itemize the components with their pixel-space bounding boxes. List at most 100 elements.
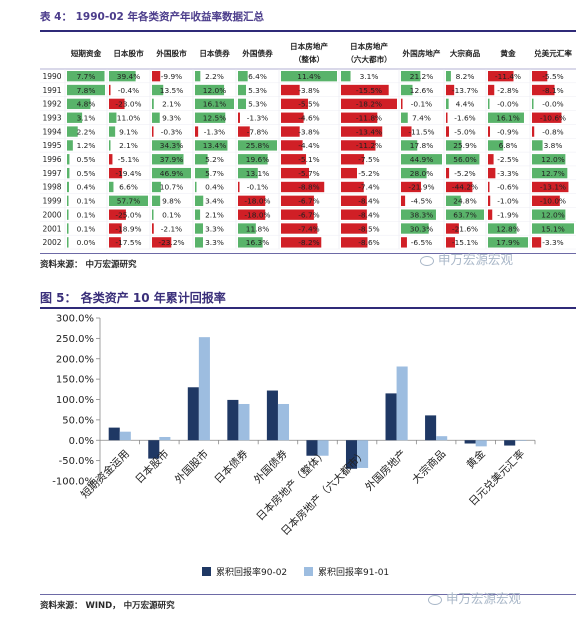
table-cell-bar bbox=[446, 167, 450, 179]
table-header-cell: 日本房地产 bbox=[350, 41, 388, 51]
watermark-bottom: 申万宏源宏观 bbox=[428, 588, 521, 607]
bar-2-6 bbox=[357, 440, 369, 468]
bar-1-6 bbox=[345, 440, 358, 469]
table-value-cell: 25.8% bbox=[246, 141, 269, 150]
table-value-cell: -8.2% bbox=[298, 238, 319, 247]
table-cell-bar bbox=[488, 154, 494, 165]
table-value-cell: 10.7% bbox=[160, 183, 183, 192]
table-value-cell: 3.4% bbox=[205, 197, 224, 206]
legend-swatch-1 bbox=[202, 567, 211, 576]
table-cell-bar bbox=[401, 195, 406, 206]
table-cell-bar bbox=[195, 140, 228, 151]
table-value-cell: -2.5% bbox=[497, 155, 518, 164]
y-tick-label: 250.0% bbox=[56, 334, 94, 345]
table-cell-bar bbox=[341, 195, 367, 206]
x-tick-label: 黄金 bbox=[464, 447, 488, 471]
table-value-cell: 7.8% bbox=[77, 86, 96, 95]
table-value-cell: 9.8% bbox=[162, 197, 181, 206]
table-value-cell: -4.5% bbox=[411, 197, 432, 206]
table-cell-bar bbox=[401, 98, 403, 110]
table-cell-bar bbox=[446, 237, 456, 248]
table-cell-bar bbox=[341, 167, 357, 179]
table-value-cell: 0.5% bbox=[77, 155, 96, 164]
table-cell-bar bbox=[152, 126, 154, 137]
table-cell-bar bbox=[238, 195, 266, 206]
table-cell-bar bbox=[195, 84, 225, 96]
table-value-cell: 13.5% bbox=[160, 86, 183, 95]
table-value-cell: -23.0% bbox=[115, 100, 141, 109]
table-cell-bar bbox=[341, 209, 367, 220]
table-cell-bar bbox=[109, 181, 114, 193]
table-value-cell: -11.8% bbox=[356, 113, 382, 122]
table-value-cell: -11.2% bbox=[356, 141, 382, 150]
table-value-cell: -8.1% bbox=[542, 86, 563, 95]
table-header-cell: 日本房地产 bbox=[290, 41, 328, 51]
table-value-cell: -19.4% bbox=[115, 169, 141, 178]
table-value-cell: -5.2% bbox=[358, 169, 379, 178]
table-value-cell: 12.0% bbox=[203, 86, 226, 95]
table-cell-bar bbox=[401, 167, 427, 179]
table-caption: 表 4： 1990-02 年各类资产年收益率数据汇总 bbox=[40, 11, 264, 23]
table-value-cell: 4.8% bbox=[77, 100, 96, 109]
table-cell-bar bbox=[281, 209, 314, 220]
legend-swatch-2 bbox=[304, 567, 313, 576]
table-value-cell: -21.9% bbox=[408, 183, 434, 192]
legend-label-2: 累积回报率91-01 bbox=[318, 568, 390, 578]
table-cell-bar bbox=[488, 195, 491, 206]
table-cell-bar bbox=[281, 71, 337, 82]
table-cell-bar bbox=[401, 237, 407, 248]
legend-label-1: 累积回报率90-02 bbox=[216, 568, 288, 578]
table-value-cell: -23.2% bbox=[158, 238, 184, 247]
table-value-cell: -5.0% bbox=[454, 127, 475, 136]
table-value-cell: 3.3% bbox=[205, 238, 224, 247]
table-cell-bar bbox=[532, 140, 543, 151]
y-tick-label: 100.0% bbox=[56, 395, 94, 406]
table-value-cell: -7.4% bbox=[298, 224, 319, 233]
table-cell-bar bbox=[446, 140, 462, 151]
table-value-cell: -15.5% bbox=[356, 86, 382, 95]
table-header-cell: 外国房地产 bbox=[403, 48, 441, 58]
bar-1-9 bbox=[464, 440, 476, 444]
table-cell-bar bbox=[488, 209, 493, 220]
table-value-cell: -7.5% bbox=[358, 155, 379, 164]
table-value-cell: -8.5% bbox=[358, 224, 379, 233]
table-value-cell: -0.4% bbox=[118, 86, 139, 95]
table-cell-bar bbox=[281, 84, 300, 96]
table-year-cell: 1992 bbox=[42, 100, 61, 109]
table-cell-bar bbox=[67, 209, 69, 220]
table-value-cell: 12.5% bbox=[203, 113, 226, 122]
bar-1-10 bbox=[504, 440, 516, 446]
table-cell-bar bbox=[532, 154, 566, 165]
table-value-cell: 6.4% bbox=[248, 72, 267, 81]
table-cell-bar bbox=[488, 98, 490, 110]
table-cell-bar bbox=[152, 140, 181, 151]
table-cell-bar bbox=[195, 112, 226, 123]
x-tick-label: 外国股市 bbox=[172, 447, 211, 486]
table-cell-bar bbox=[488, 140, 504, 151]
table-cell-bar bbox=[341, 223, 368, 234]
y-tick-label: 300.0% bbox=[56, 314, 94, 325]
table-value-cell: 30.3% bbox=[410, 224, 433, 233]
table-cell-bar bbox=[341, 71, 351, 82]
table-cell-bar bbox=[238, 112, 240, 123]
table-cell-bar bbox=[67, 167, 70, 179]
table-year-cell: 2001 bbox=[42, 224, 61, 233]
table-value-cell: 3.3% bbox=[205, 224, 224, 233]
table-cell-bar bbox=[152, 84, 164, 96]
table-value-cell: 7.4% bbox=[412, 113, 431, 122]
table-cell-bar bbox=[238, 71, 248, 82]
figure-top-rule bbox=[40, 307, 576, 309]
watermark-top: 申万宏源宏观 bbox=[420, 249, 513, 268]
table-cell-bar bbox=[281, 154, 307, 165]
table-value-cell: 12.6% bbox=[410, 86, 433, 95]
table-year-cell: 2002 bbox=[42, 238, 61, 247]
table-cell-bar bbox=[532, 71, 548, 82]
table-cell-bar bbox=[401, 71, 421, 82]
table-value-cell: -18.0% bbox=[244, 197, 270, 206]
table-cell-bar bbox=[152, 112, 160, 123]
legend-item-2: 累积回报率91-01 bbox=[304, 565, 389, 578]
table-cell-bar bbox=[109, 237, 121, 248]
table-cell-bar bbox=[238, 167, 258, 179]
bar-1-5 bbox=[306, 440, 318, 456]
table-value-cell: 56.0% bbox=[453, 155, 476, 164]
